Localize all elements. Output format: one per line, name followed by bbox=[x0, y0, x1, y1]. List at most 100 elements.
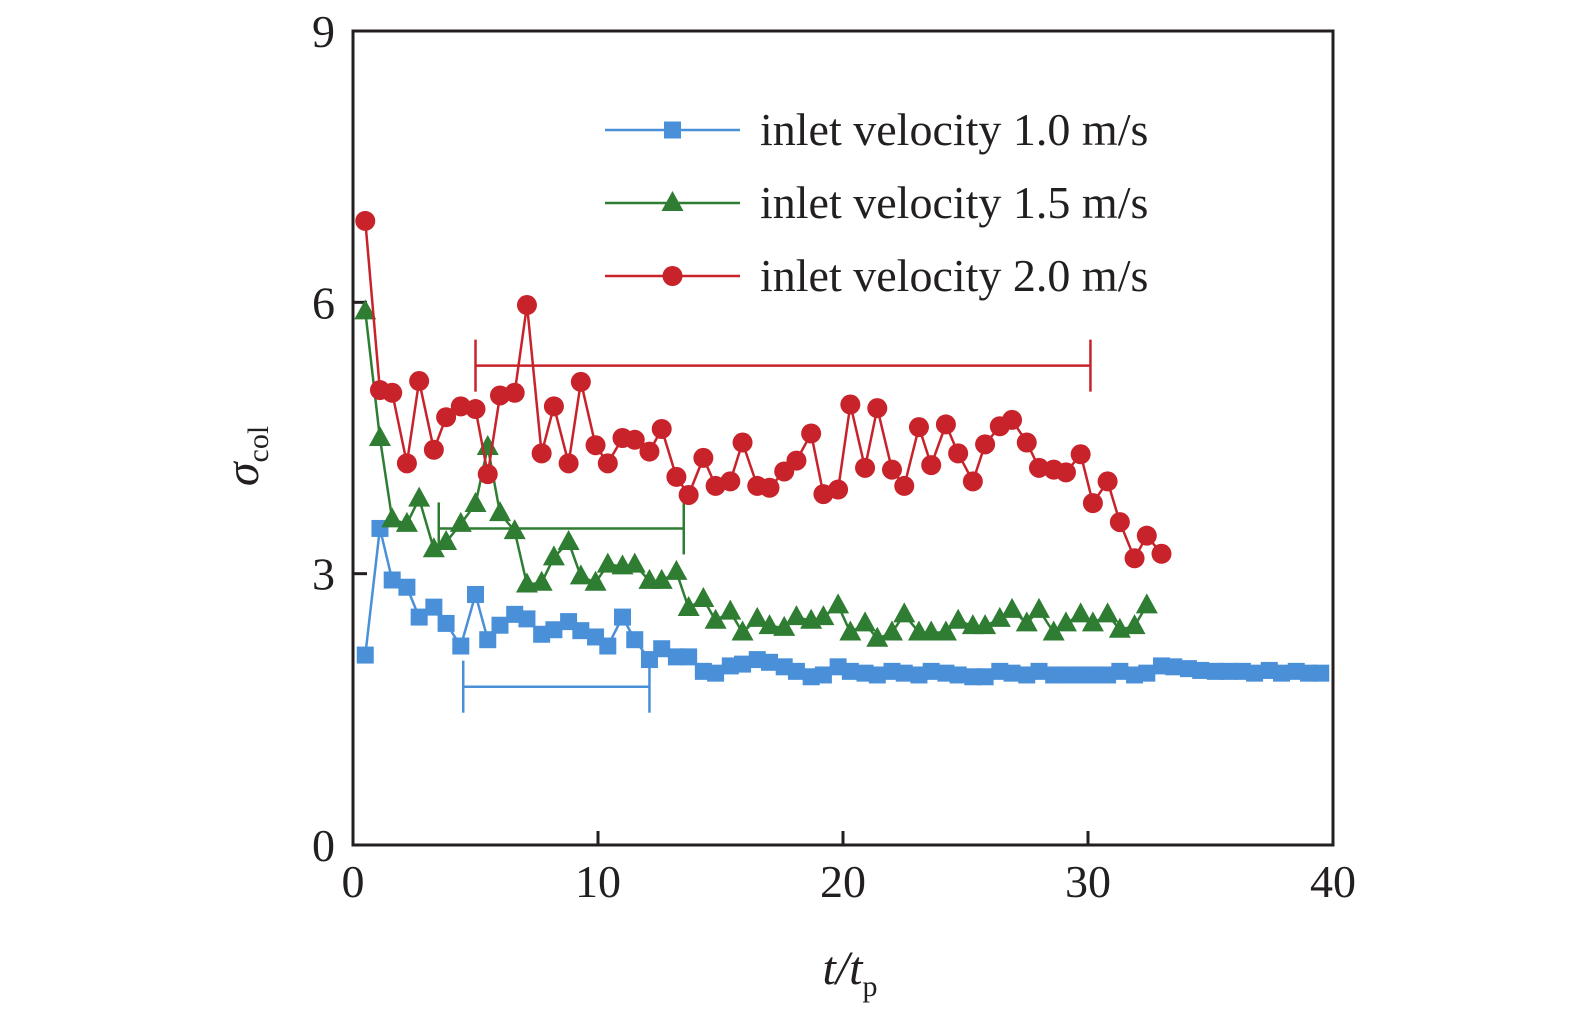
data-point bbox=[814, 666, 832, 684]
x-tick-label: 40 bbox=[1310, 856, 1356, 907]
data-point bbox=[383, 571, 401, 589]
data-point bbox=[545, 621, 563, 639]
data-point bbox=[452, 637, 470, 655]
data-point bbox=[425, 598, 443, 616]
data-point bbox=[731, 620, 754, 641]
legend-item-3: inlet velocity 2.0 m/s bbox=[605, 250, 1148, 301]
data-point bbox=[1138, 664, 1156, 682]
y-axis-label-sub: col bbox=[242, 426, 275, 463]
data-point bbox=[947, 608, 970, 629]
data-point bbox=[354, 299, 377, 320]
legend-marker bbox=[664, 121, 681, 139]
data-point bbox=[758, 614, 781, 635]
data-point bbox=[1165, 658, 1183, 676]
series-group bbox=[354, 210, 1330, 686]
data-point bbox=[1003, 664, 1021, 682]
data-point bbox=[530, 570, 553, 591]
y-tick-label: 9 bbox=[312, 6, 335, 57]
data-point bbox=[1124, 548, 1145, 569]
data-point bbox=[976, 668, 994, 686]
y-tick-label: 3 bbox=[312, 549, 335, 600]
data-point bbox=[1057, 666, 1075, 684]
data-point bbox=[785, 605, 808, 626]
data-point bbox=[1123, 614, 1146, 635]
data-point bbox=[975, 434, 996, 455]
data-point bbox=[666, 466, 687, 487]
data-point bbox=[734, 655, 752, 673]
x-tick-label: 30 bbox=[1065, 856, 1111, 907]
data-point bbox=[449, 511, 472, 532]
data-point bbox=[867, 398, 888, 419]
data-point bbox=[623, 552, 646, 573]
data-point bbox=[569, 564, 592, 585]
range-bar-1 bbox=[462, 660, 651, 713]
data-point bbox=[516, 295, 537, 316]
data-point bbox=[381, 507, 404, 528]
data-point bbox=[1312, 664, 1330, 682]
data-point bbox=[1002, 409, 1023, 430]
data-point bbox=[894, 475, 915, 496]
data-point bbox=[866, 626, 889, 647]
data-point bbox=[1135, 593, 1158, 614]
data-point bbox=[1029, 457, 1049, 478]
data-point bbox=[1030, 662, 1048, 680]
data-point bbox=[1001, 597, 1024, 618]
data-point bbox=[396, 453, 417, 474]
data-point bbox=[962, 471, 983, 492]
data-point bbox=[1273, 664, 1291, 682]
data-point bbox=[732, 432, 753, 453]
data-point bbox=[542, 545, 565, 566]
series-3 bbox=[355, 210, 1172, 569]
data-point bbox=[677, 596, 700, 617]
data-point bbox=[1028, 597, 1050, 618]
data-point bbox=[614, 608, 631, 626]
data-point bbox=[761, 653, 778, 671]
y-axis-label: σcol bbox=[216, 426, 275, 486]
data-point bbox=[395, 511, 418, 532]
data-point bbox=[1054, 611, 1077, 632]
data-point bbox=[597, 453, 618, 474]
data-point bbox=[531, 443, 552, 464]
data-point bbox=[599, 637, 617, 655]
x-axis-label-sub: p bbox=[863, 970, 878, 1003]
data-point bbox=[639, 441, 660, 462]
data-point bbox=[720, 471, 741, 492]
data-point bbox=[572, 622, 590, 640]
data-point bbox=[422, 537, 445, 558]
data-point bbox=[693, 447, 714, 468]
data-point bbox=[1082, 493, 1103, 514]
legend-label: inlet velocity 1.0 m/s bbox=[760, 104, 1148, 155]
data-point bbox=[409, 371, 430, 392]
data-point bbox=[974, 614, 997, 635]
data-point bbox=[922, 662, 940, 680]
data-point bbox=[665, 559, 688, 580]
legend-item-2: inlet velocity 1.5 m/s bbox=[605, 177, 1148, 228]
data-point bbox=[895, 664, 913, 682]
data-point bbox=[1055, 462, 1076, 483]
data-point bbox=[1109, 512, 1130, 533]
data-point bbox=[626, 631, 644, 649]
data-point bbox=[839, 620, 862, 641]
data-point bbox=[464, 492, 487, 513]
data-point bbox=[920, 620, 943, 641]
data-point bbox=[518, 610, 536, 628]
data-point bbox=[479, 631, 497, 649]
data-point bbox=[1136, 525, 1157, 546]
data-point bbox=[786, 450, 807, 471]
x-axis-label-main: t/t bbox=[822, 942, 864, 995]
series-1 bbox=[356, 519, 1330, 686]
data-point bbox=[855, 457, 876, 478]
x-axis-label: t/tp bbox=[822, 942, 877, 1003]
data-point bbox=[801, 423, 822, 444]
data-point bbox=[707, 664, 725, 682]
data-point bbox=[355, 210, 376, 231]
data-point bbox=[558, 453, 579, 474]
data-point bbox=[773, 615, 796, 636]
data-point bbox=[949, 666, 967, 684]
data-point bbox=[1097, 471, 1118, 492]
ticks: 0 10 20 30 40 0 3 6 9 bbox=[312, 6, 1356, 907]
data-point bbox=[868, 666, 886, 684]
data-point bbox=[356, 646, 374, 664]
data-point bbox=[680, 648, 698, 666]
data-point bbox=[840, 394, 861, 415]
